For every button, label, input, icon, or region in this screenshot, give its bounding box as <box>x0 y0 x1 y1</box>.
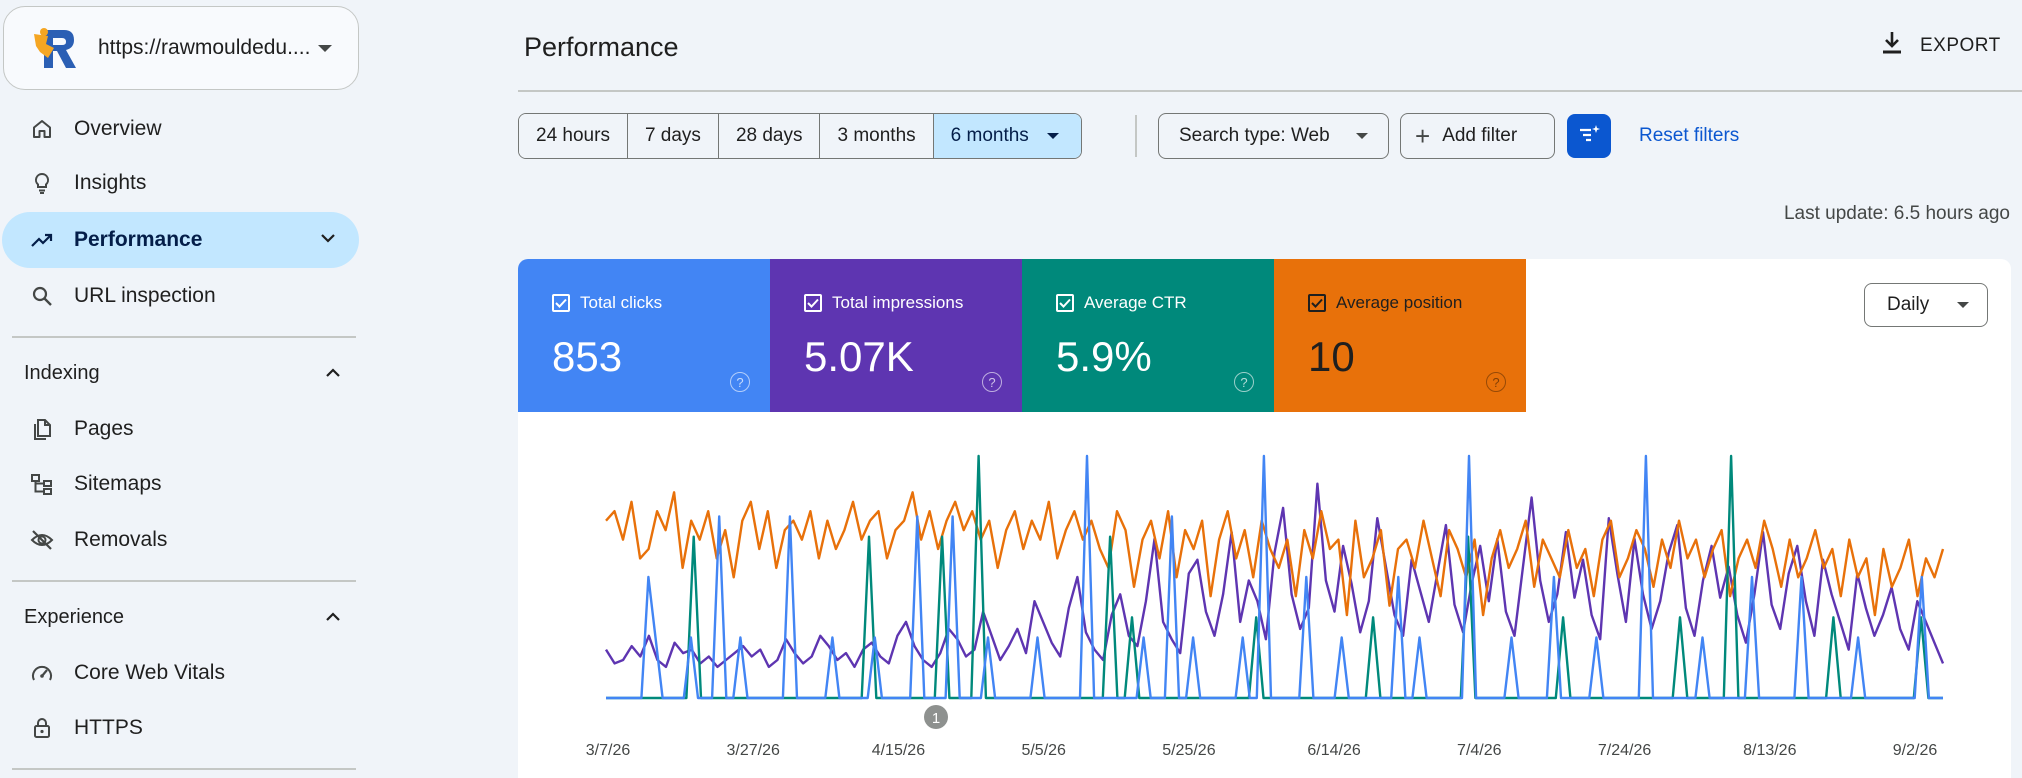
search-icon <box>28 282 56 310</box>
nav-url-inspection[interactable]: URL inspection <box>2 268 359 324</box>
x-tick-label: 7/4/26 <box>1457 742 1502 759</box>
x-tick-label: 4/15/26 <box>872 742 925 759</box>
nav-core-web-vitals[interactable]: Core Web Vitals <box>2 645 359 701</box>
chevron-down-icon[interactable] <box>319 229 337 252</box>
nav-removals[interactable]: Removals <box>2 512 359 568</box>
metric-value: 5.9% <box>1056 333 1152 380</box>
sitemap-icon <box>28 470 56 498</box>
x-tick-label: 5/25/26 <box>1162 742 1215 759</box>
export-button[interactable]: EXPORT <box>1880 30 2001 62</box>
chevron-up-icon[interactable] <box>324 364 342 387</box>
performance-chart: 1 3/7/26 3/27/26 4/15/26 5/5/26 5/25/26 6/14/2… <box>586 454 1945 759</box>
nav-label: Insights <box>74 171 147 194</box>
sidebar-divider <box>12 768 356 770</box>
checkbox-icon[interactable] <box>1056 294 1074 312</box>
nav-label: HTTPS <box>74 716 143 739</box>
series-line-average-position <box>605 491 1945 617</box>
series-line-total-impressions <box>604 482 1945 669</box>
checkbox-icon[interactable] <box>1308 294 1326 312</box>
metric-average-ctr[interactable]: Average CTR 5.9% ? <box>1022 259 1274 412</box>
metric-value: 10 <box>1308 333 1355 380</box>
nav-label: Performance <box>74 228 203 251</box>
site-logo <box>30 24 80 72</box>
help-icon[interactable]: ? <box>1486 372 1506 392</box>
chevron-down-icon <box>1046 133 1059 139</box>
chevron-up-icon[interactable] <box>324 608 342 631</box>
trending-up-icon <box>28 226 56 254</box>
page-title: Performance <box>524 32 679 62</box>
range-7-days[interactable]: 7 days <box>627 114 719 158</box>
metric-value: 5.07K <box>804 333 914 380</box>
filter-options-button[interactable] <box>1567 114 1611 158</box>
svg-text:1: 1 <box>932 710 940 727</box>
x-tick-label: 5/5/26 <box>1021 742 1066 759</box>
lightbulb-icon <box>28 169 56 197</box>
export-label: EXPORT <box>1920 35 2001 56</box>
nav-label: URL inspection <box>74 284 216 307</box>
filter-divider <box>1135 115 1137 157</box>
section-experience[interactable]: Experience <box>24 606 125 628</box>
series-line-total-clicks <box>606 454 1943 700</box>
chevron-down-icon <box>1957 302 1969 308</box>
home-icon <box>28 115 56 143</box>
nav-https[interactable]: HTTPS <box>2 700 359 756</box>
help-icon[interactable]: ? <box>730 372 750 392</box>
search-type-dropdown[interactable]: Search type: Web <box>1158 113 1389 159</box>
section-indexing[interactable]: Indexing <box>24 362 100 384</box>
download-icon <box>1880 30 1904 62</box>
range-28-days[interactable]: 28 days <box>718 114 821 158</box>
property-url: https://rawmouldedu.... <box>98 36 311 59</box>
x-tick-label: 3/27/26 <box>727 742 780 759</box>
add-filter-button[interactable]: + Add filter <box>1400 113 1555 159</box>
nav-pages[interactable]: Pages <box>2 401 359 457</box>
range-3-months[interactable]: 3 months <box>820 114 934 158</box>
nav-sitemaps[interactable]: Sitemaps <box>2 456 359 512</box>
header-divider <box>518 90 2022 92</box>
chevron-down-icon <box>1356 133 1368 139</box>
metric-average-position[interactable]: Average position 10 ? <box>1274 259 1526 412</box>
metric-total-clicks[interactable]: Total clicks 853 ? <box>518 259 770 412</box>
nav-overview[interactable]: Overview <box>2 101 359 157</box>
nav-label: Overview <box>74 117 162 140</box>
sidebar-divider <box>12 580 356 582</box>
speedometer-icon <box>28 659 56 687</box>
nav-performance[interactable]: Performance <box>2 212 359 268</box>
property-selector[interactable]: https://rawmouldedu.... <box>3 6 359 90</box>
range-6-months[interactable]: 6 months <box>933 114 1081 158</box>
nav-label: Sitemaps <box>74 472 162 495</box>
plus-icon: + <box>1415 121 1431 151</box>
nav-label: Core Web Vitals <box>74 661 225 684</box>
nav-label: Pages <box>74 417 134 440</box>
granularity-dropdown[interactable]: Daily <box>1864 283 1988 327</box>
metric-value: 853 <box>552 333 623 380</box>
property-dropdown-caret[interactable] <box>318 45 332 52</box>
date-range-selector: 24 hours 7 days 28 days 3 months 6 month… <box>518 113 1082 159</box>
range-24-hours[interactable]: 24 hours <box>519 114 628 158</box>
x-tick-label: 6/14/26 <box>1307 742 1360 759</box>
last-update-text: Last update: 6.5 hours ago <box>1783 203 2010 224</box>
x-tick-label: 9/2/26 <box>1893 742 1938 759</box>
filter-sparkle-icon <box>1577 123 1601 150</box>
visibility-off-icon <box>28 526 56 554</box>
checkbox-icon[interactable] <box>804 294 822 312</box>
x-tick-label: 8/13/26 <box>1743 742 1796 759</box>
performance-card: Total clicks 853 ? Total impressions 5.0… <box>518 259 2011 778</box>
annotation-marker[interactable]: 1 <box>924 705 948 729</box>
help-icon[interactable]: ? <box>1234 372 1254 392</box>
nav-label: Removals <box>74 528 168 551</box>
sidebar: https://rawmouldedu.... Overview Insight… <box>0 0 362 778</box>
x-tick-label: 7/24/26 <box>1598 742 1651 759</box>
lock-icon <box>28 714 56 742</box>
x-tick-label: 3/7/26 <box>586 742 631 759</box>
checkbox-icon[interactable] <box>552 294 570 312</box>
sidebar-divider <box>12 336 356 338</box>
help-icon[interactable]: ? <box>982 372 1002 392</box>
metric-total-impressions[interactable]: Total impressions 5.07K ? <box>770 259 1022 412</box>
pages-icon <box>28 415 56 443</box>
nav-insights[interactable]: Insights <box>2 155 359 211</box>
reset-filters-link[interactable]: Reset filters <box>1639 125 1740 146</box>
